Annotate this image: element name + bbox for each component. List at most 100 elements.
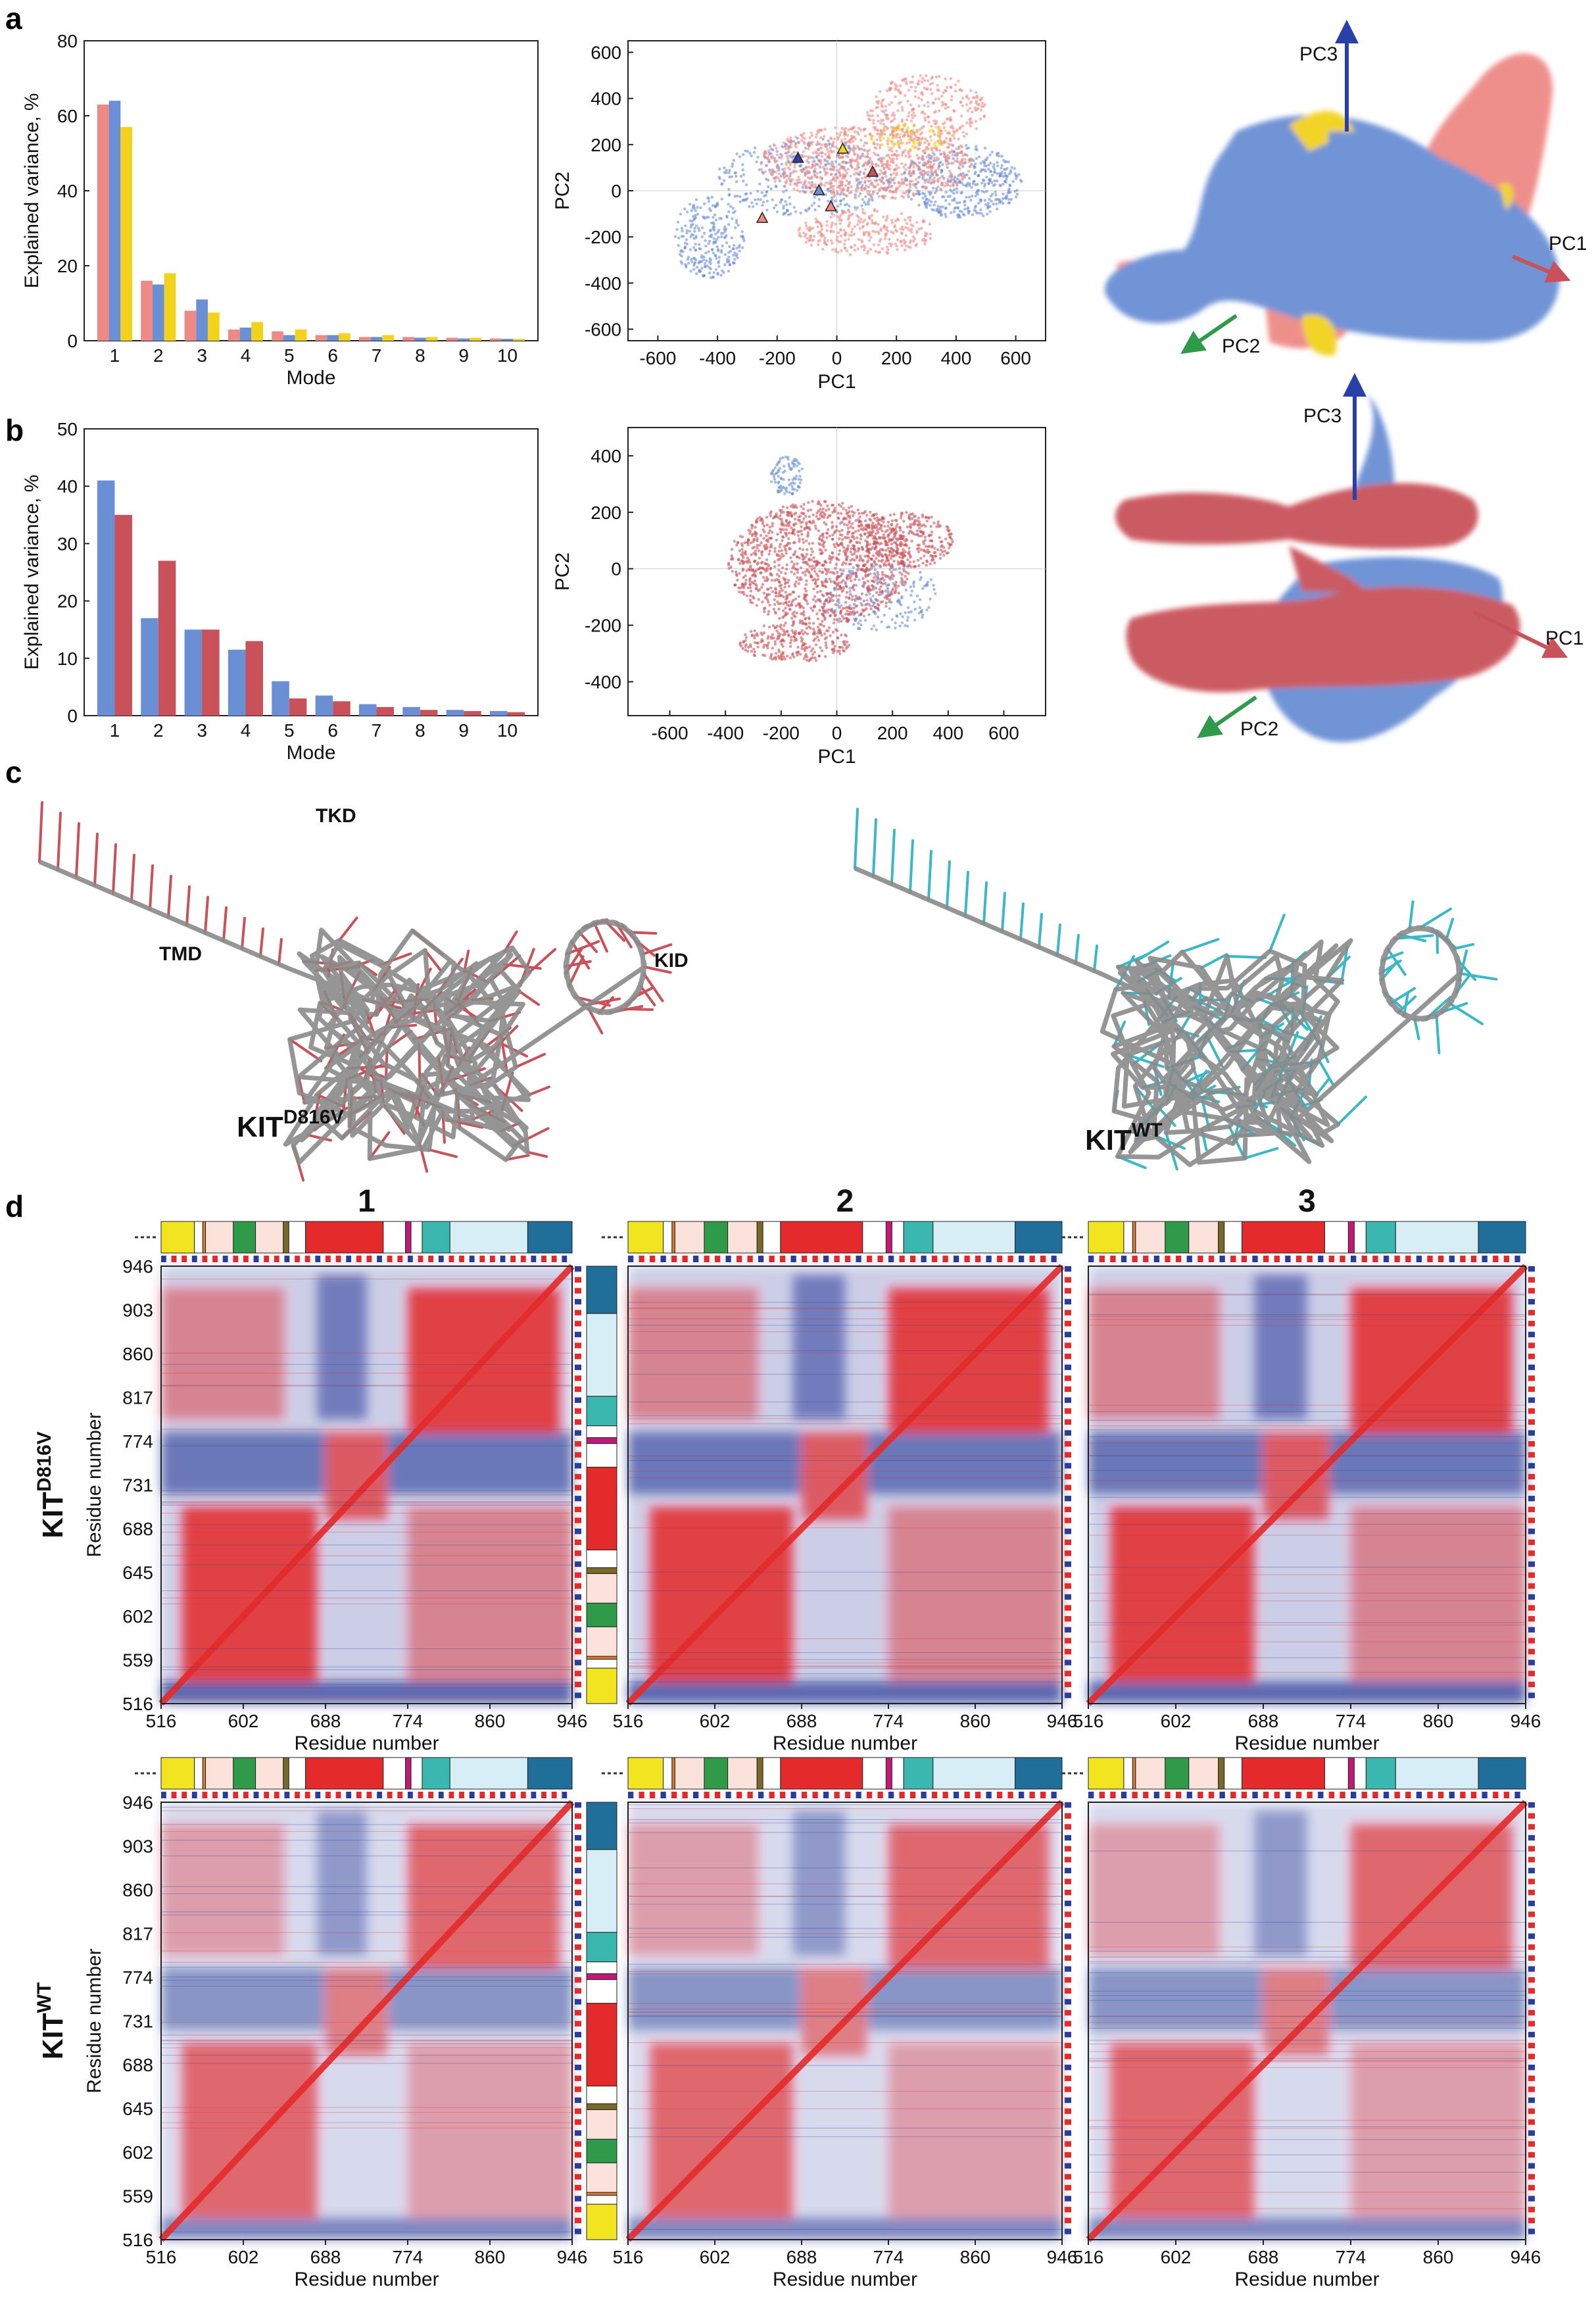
- scatter-point: [777, 460, 781, 464]
- scatter-point: [811, 141, 815, 144]
- scatter-point: [965, 195, 968, 199]
- scatter-point: [799, 134, 803, 137]
- scatter-point: [906, 193, 909, 197]
- scatter-point: [804, 514, 808, 518]
- scatter-point: [827, 528, 830, 531]
- scatter-point: [756, 537, 759, 541]
- scatter-point: [852, 139, 855, 143]
- scatter-point: [904, 163, 907, 166]
- scatter-point: [840, 581, 843, 584]
- scatter-point: [890, 101, 894, 105]
- scatter-point: [946, 166, 949, 169]
- scatter-point: [928, 545, 931, 548]
- scatter-point: [859, 623, 863, 627]
- scatter-point: [961, 164, 965, 168]
- scatter-point: [778, 584, 781, 587]
- scatter-point: [836, 570, 839, 574]
- scatter-point: [863, 232, 866, 235]
- scatter-point: [767, 641, 770, 645]
- scatter-point: [906, 134, 910, 138]
- scatter-point: [767, 626, 771, 629]
- scatter-point: [782, 602, 786, 605]
- scatter-point: [833, 199, 837, 203]
- scatter-point: [785, 506, 789, 510]
- scatter-point: [741, 163, 744, 166]
- scatter-point: [969, 120, 973, 124]
- scatter-point: [815, 635, 819, 639]
- scatter-point: [823, 184, 826, 187]
- scatter-point: [729, 249, 733, 253]
- scatter-point: [996, 160, 999, 164]
- scatter-point: [738, 641, 742, 645]
- scatter-point: [875, 598, 878, 602]
- scatter-point: [896, 584, 900, 588]
- scatter-point: [890, 523, 894, 526]
- scatter-point: [873, 560, 876, 564]
- scatter-point: [988, 197, 991, 201]
- bar: [339, 333, 351, 341]
- scatter-point: [979, 198, 983, 202]
- scatter-point: [823, 513, 827, 516]
- scatter-point: [784, 145, 787, 148]
- scatter-point: [777, 172, 781, 176]
- scatter-point: [883, 562, 886, 566]
- scatter-point: [865, 566, 869, 570]
- scatter-point: [959, 191, 963, 195]
- scatter-point: [846, 548, 850, 551]
- scatter-point: [845, 179, 849, 183]
- scatter-point: [792, 553, 796, 556]
- scatter-point: [796, 534, 800, 537]
- scatter-point: [750, 649, 754, 653]
- scatter-point: [938, 524, 942, 528]
- scatter-point: [892, 512, 896, 516]
- scatter-point: [928, 178, 931, 182]
- scatter-point: [931, 75, 934, 79]
- scatter-point: [788, 491, 791, 494]
- scatter-point: [894, 197, 897, 200]
- scatter-point: [893, 114, 896, 117]
- scatter-point: [767, 610, 771, 613]
- scatter-point: [958, 167, 961, 170]
- scatter-point: [944, 206, 948, 210]
- scatter-point: [830, 212, 834, 215]
- scatter-point: [788, 174, 792, 178]
- bar: [370, 337, 383, 341]
- scatter-point: [858, 512, 861, 515]
- scatter-point: [850, 234, 854, 237]
- scatter-point: [993, 179, 996, 183]
- scatter-point: [933, 170, 936, 174]
- scatter-point: [948, 546, 951, 550]
- scatter-point: [811, 578, 815, 582]
- scatter-point: [754, 569, 758, 572]
- scatter-point: [956, 206, 959, 210]
- scatter-point: [903, 554, 907, 558]
- scatter-point: [782, 141, 786, 145]
- scatter-point: [818, 548, 821, 551]
- scatter-point: [911, 224, 915, 228]
- scatter-point: [836, 231, 840, 234]
- scatter-point: [946, 178, 950, 181]
- scatter-point: [786, 157, 790, 160]
- scatter-point: [944, 215, 948, 218]
- scatter-point: [912, 194, 915, 197]
- scatter-point: [904, 624, 907, 627]
- scatter-point: [894, 621, 897, 625]
- scatter-point: [902, 181, 906, 184]
- scatter-point: [765, 543, 768, 547]
- scatter-point: [843, 137, 847, 141]
- scatter-point: [910, 589, 913, 593]
- scatter-point: [694, 249, 698, 252]
- scatter-point: [784, 581, 787, 584]
- bar: [97, 480, 115, 716]
- scatter-point: [911, 128, 915, 132]
- scatter-point: [974, 194, 977, 198]
- scatter-point: [763, 150, 767, 153]
- scatter-point: [861, 226, 864, 229]
- scatter-point: [816, 574, 820, 578]
- scatter-point: [1007, 187, 1011, 191]
- scatter-point: [852, 232, 856, 236]
- scatter-point: [755, 584, 758, 587]
- scatter-point: [851, 585, 855, 589]
- scatter-point: [700, 256, 704, 259]
- scatter-point: [875, 95, 878, 99]
